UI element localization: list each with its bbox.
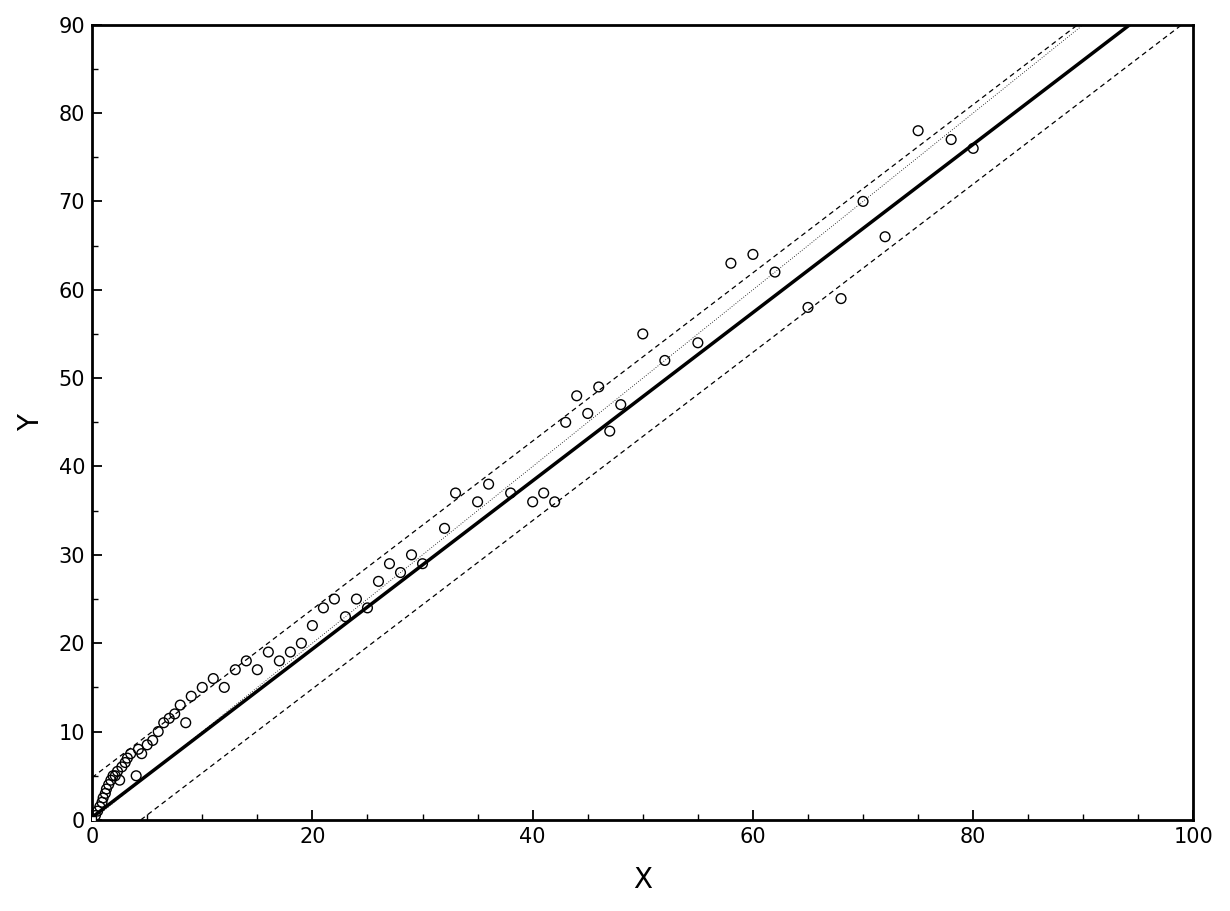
Point <box>798 300 818 314</box>
Point <box>633 327 653 342</box>
Point <box>118 751 138 765</box>
Point <box>214 681 234 695</box>
Point <box>98 777 118 792</box>
Point <box>402 548 422 562</box>
Point <box>280 645 300 660</box>
Point <box>127 769 146 783</box>
Point <box>203 671 223 686</box>
Point <box>236 653 256 668</box>
Point <box>854 194 873 209</box>
Point <box>611 397 631 412</box>
Point <box>765 265 785 280</box>
Point <box>181 689 200 703</box>
Point <box>154 715 173 730</box>
Point <box>336 609 355 624</box>
Point <box>149 724 169 739</box>
Point <box>97 782 117 796</box>
Point <box>129 742 149 756</box>
Y-axis label: Y: Y <box>17 414 44 431</box>
Point <box>831 292 851 306</box>
Point <box>534 486 554 500</box>
Point <box>192 681 212 695</box>
Point <box>413 557 433 571</box>
Point <box>523 495 542 509</box>
Point <box>908 123 927 138</box>
Point <box>578 406 598 421</box>
Point <box>138 738 157 752</box>
Point <box>121 746 140 761</box>
Point <box>314 600 333 615</box>
Point <box>96 786 116 801</box>
Point <box>87 804 107 818</box>
Point <box>292 636 311 650</box>
Point <box>165 707 184 722</box>
Point <box>478 476 498 491</box>
Point <box>112 760 132 774</box>
Point <box>876 230 895 244</box>
Point <box>176 715 196 730</box>
Point <box>92 795 112 810</box>
Point <box>106 769 125 783</box>
Point <box>116 755 135 770</box>
Point <box>501 486 520 500</box>
Point <box>963 141 983 156</box>
Point <box>391 565 411 579</box>
Point <box>269 653 289 668</box>
Point <box>567 388 587 403</box>
Point <box>743 247 763 261</box>
Point <box>434 521 454 536</box>
Point <box>109 773 129 787</box>
Point <box>445 486 465 500</box>
Point <box>358 600 378 615</box>
Point <box>93 791 113 805</box>
Point <box>303 619 322 633</box>
Point <box>941 132 961 147</box>
Point <box>103 769 123 783</box>
Point <box>160 711 180 726</box>
Point <box>107 764 127 779</box>
Point <box>90 799 109 814</box>
X-axis label: X: X <box>633 866 652 895</box>
Point <box>247 662 267 677</box>
Point <box>589 380 609 394</box>
Point <box>347 592 367 607</box>
Point <box>132 746 151 761</box>
Point <box>380 557 400 571</box>
Point <box>545 495 565 509</box>
Point <box>325 592 344 607</box>
Point <box>171 698 191 712</box>
Point <box>688 335 707 350</box>
Point <box>721 256 740 271</box>
Point <box>86 808 106 823</box>
Point <box>258 645 278 660</box>
Point <box>600 424 620 438</box>
Point <box>225 662 245 677</box>
Point <box>467 495 487 509</box>
Point <box>656 353 675 368</box>
Point <box>369 574 389 589</box>
Point <box>101 773 121 787</box>
Point <box>143 733 162 748</box>
Point <box>556 415 576 430</box>
